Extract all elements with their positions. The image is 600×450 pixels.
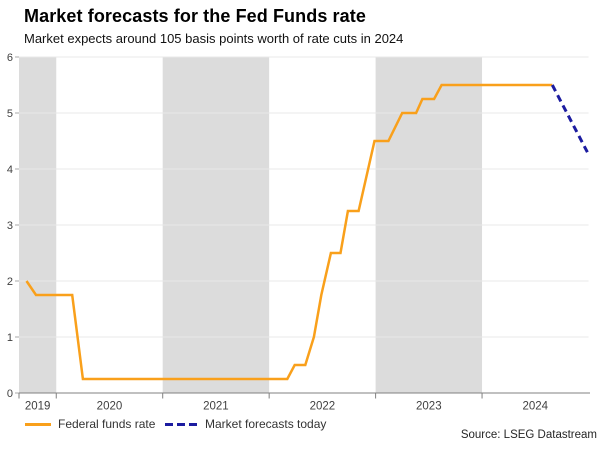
- x-axis-year-label: 2022: [310, 401, 336, 413]
- series-line-federal-funds-rate: [25, 83, 553, 381]
- legend-label: Federal funds rate: [58, 417, 156, 431]
- legend-item-market-forecasts: Market forecasts today: [165, 416, 326, 432]
- legend-label: Market forecasts today: [205, 417, 327, 431]
- y-axis-tick-label: 1: [7, 332, 13, 344]
- x-axis-year-label: 2019: [25, 401, 51, 413]
- x-axis-year-label: 2021: [203, 401, 229, 413]
- y-axis-tick-label: 0: [7, 388, 13, 400]
- y-axis-tick-label: 2: [7, 276, 13, 288]
- source-text: Source: LSEG Datastream: [460, 429, 597, 441]
- y-axis-tick-label: 3: [7, 220, 13, 232]
- chart-subtitle: Market expects around 105 basis points w…: [24, 31, 404, 46]
- x-axis-year-label: 2020: [97, 401, 123, 413]
- chart-title: Market forecasts for the Fed Funds rate: [24, 6, 366, 26]
- x-axis-year-label: 2023: [416, 401, 442, 413]
- y-axis-tick-label: 6: [7, 52, 13, 64]
- series-line-market-forecasts-today: [550, 84, 589, 153]
- legend: Federal funds rate Market forecasts toda…: [0, 416, 600, 432]
- legend-swatch-dashed-line-icon: [165, 422, 198, 426]
- x-axis-year-label: 2024: [522, 401, 548, 413]
- legend-item-federal-funds-rate: Federal funds rate: [25, 416, 155, 432]
- y-axis-tick-label: 4: [7, 164, 13, 176]
- y-axis-tick-label: 5: [7, 108, 13, 120]
- legend-swatch-solid-line-icon: [25, 422, 51, 426]
